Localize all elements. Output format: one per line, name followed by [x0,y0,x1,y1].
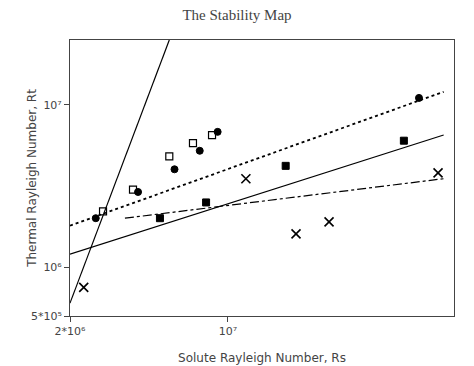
svg-text:5*10⁵: 5*10⁵ [31,310,62,323]
svg-text:The Stability Map: The Stability Map [182,7,291,23]
svg-text:2*10⁶: 2*10⁶ [55,325,86,338]
svg-text:10⁷: 10⁷ [219,325,237,338]
svg-text:10⁶: 10⁶ [43,261,62,274]
svg-text:Thermal Rayleigh Number, Rt: Thermal Rayleigh Number, Rt [25,89,39,268]
svg-text:Solute Rayleigh Number, Rs: Solute Rayleigh Number, Rs [178,351,346,365]
svg-text:10⁷: 10⁷ [43,99,61,112]
